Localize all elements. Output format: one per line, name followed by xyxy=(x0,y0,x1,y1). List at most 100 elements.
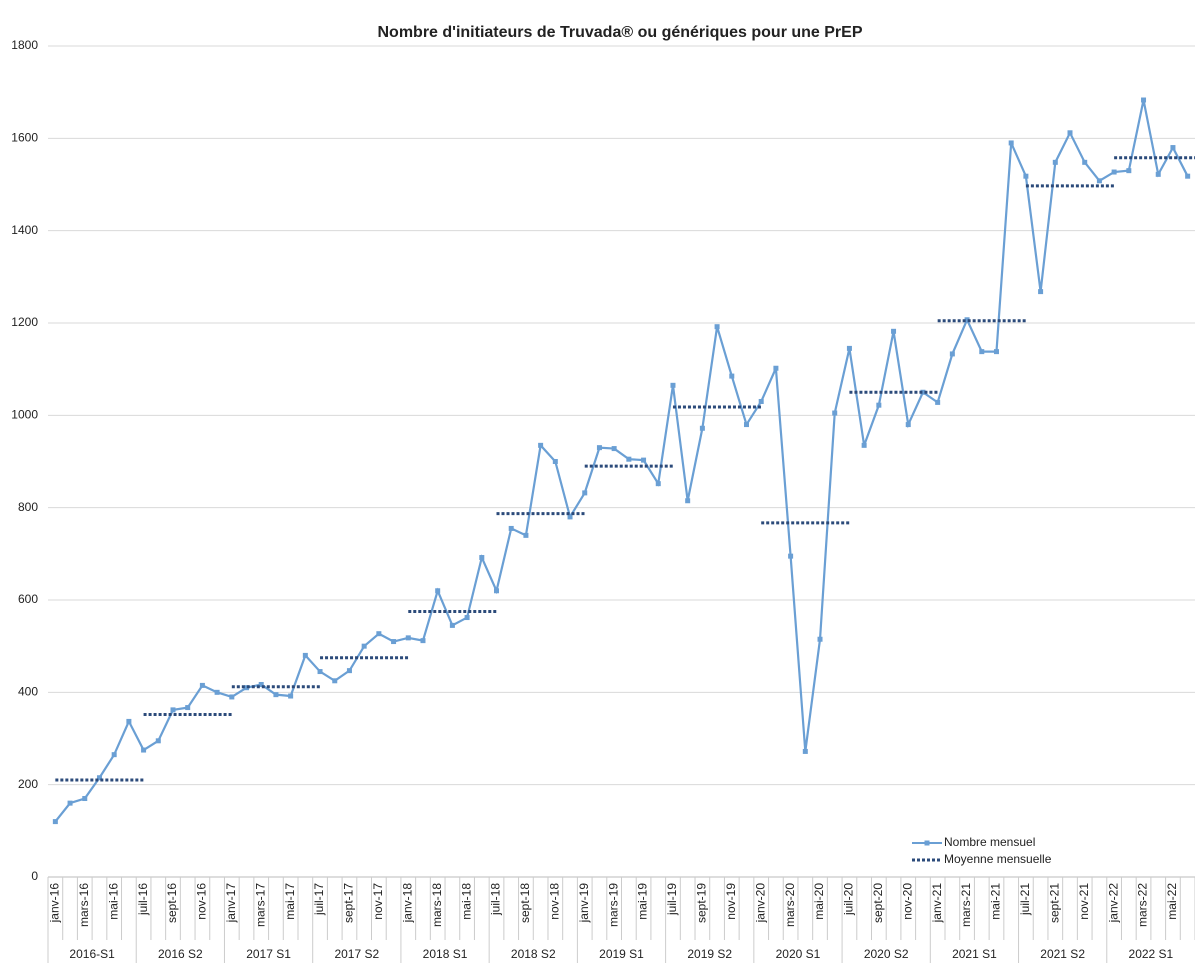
point xyxy=(405,635,411,641)
point xyxy=(626,456,632,462)
x-tick-label: sept-16 xyxy=(165,883,179,923)
point xyxy=(1155,171,1161,177)
point xyxy=(1185,173,1191,179)
point xyxy=(567,514,573,520)
x-tick-label: mars-20 xyxy=(783,883,797,927)
point xyxy=(199,682,205,688)
point xyxy=(1038,289,1044,295)
point xyxy=(964,317,970,323)
point xyxy=(376,631,382,637)
x-tick-label: sept-17 xyxy=(342,883,356,923)
x-tick-label: mai-17 xyxy=(283,883,297,920)
point xyxy=(949,351,955,357)
x-tick-label: janv-20 xyxy=(753,883,767,924)
group-label: 2022 S1 xyxy=(1129,947,1174,961)
y-tick-label: 1200 xyxy=(11,315,38,329)
point xyxy=(302,652,308,658)
x-tick-label: nov-20 xyxy=(900,883,914,920)
point xyxy=(1008,140,1014,146)
point xyxy=(1067,130,1073,136)
group-label: 2020 S2 xyxy=(864,947,909,961)
point xyxy=(876,402,882,408)
point xyxy=(846,345,852,351)
group-label: 2020 S1 xyxy=(776,947,821,961)
group-label: 2021 S1 xyxy=(952,947,997,961)
group-label: 2016 S2 xyxy=(158,947,203,961)
point xyxy=(729,373,735,379)
point xyxy=(508,525,514,531)
legend-label: Nombre mensuel xyxy=(944,835,1035,849)
x-tick-label: nov-18 xyxy=(547,883,561,920)
point xyxy=(494,588,500,594)
x-tick-label: mars-21 xyxy=(959,883,973,927)
x-tick-label: juil-18 xyxy=(489,883,503,916)
point xyxy=(655,481,661,487)
x-tick-label: mai-19 xyxy=(636,883,650,920)
point xyxy=(67,800,73,806)
point xyxy=(317,669,323,675)
x-tick-label: nov-19 xyxy=(724,883,738,920)
x-tick-label: janv-16 xyxy=(48,883,62,924)
point xyxy=(258,681,264,687)
x-tick-label: juil-17 xyxy=(312,883,326,916)
point xyxy=(420,638,426,644)
x-tick-label: juil-16 xyxy=(136,883,150,916)
point xyxy=(743,422,749,428)
x-tick-label: mars-18 xyxy=(430,883,444,927)
point xyxy=(1111,169,1117,175)
group-label: 2018 S1 xyxy=(423,947,468,961)
group-label: 2016-S1 xyxy=(69,947,115,961)
y-tick-label: 1600 xyxy=(11,131,38,145)
chart-title: Nombre d'initiateurs de Truvada® ou géné… xyxy=(377,24,862,41)
x-tick-label: sept-21 xyxy=(1047,883,1061,923)
x-tick-label: nov-17 xyxy=(371,883,385,920)
group-label: 2019 S1 xyxy=(599,947,644,961)
point xyxy=(229,694,235,700)
point xyxy=(1082,159,1088,165)
x-tick-label: mars-16 xyxy=(77,883,91,927)
point xyxy=(288,693,294,699)
x-tick-label: sept-20 xyxy=(871,883,885,923)
y-tick-label: 400 xyxy=(18,685,38,699)
y-tick-label: 200 xyxy=(18,777,38,791)
group-label: 2018 S2 xyxy=(511,947,556,961)
x-tick-label: mars-19 xyxy=(606,883,620,927)
point xyxy=(1126,168,1132,174)
group-label: 2019 S2 xyxy=(687,947,732,961)
point xyxy=(832,410,838,416)
x-tick-label: juil-20 xyxy=(842,883,856,916)
x-tick-label: janv-17 xyxy=(224,883,238,924)
x-tick-label: janv-21 xyxy=(930,883,944,924)
point xyxy=(464,615,470,621)
point xyxy=(670,382,676,388)
point xyxy=(891,328,897,334)
point xyxy=(582,490,588,496)
x-tick-label: mars-17 xyxy=(253,883,267,927)
x-tick-label: mai-18 xyxy=(459,883,473,920)
point xyxy=(170,707,176,713)
point xyxy=(1141,97,1147,103)
point xyxy=(714,324,720,330)
point xyxy=(185,705,191,711)
point xyxy=(244,685,250,691)
x-tick-label: juil-21 xyxy=(1018,883,1032,916)
point xyxy=(435,588,441,594)
point xyxy=(155,738,161,744)
point xyxy=(596,445,602,451)
x-tick-label: nov-21 xyxy=(1077,883,1091,920)
group-label: 2021 S2 xyxy=(1040,947,1085,961)
y-tick-label: 1400 xyxy=(11,223,38,237)
point xyxy=(96,775,102,781)
point xyxy=(346,668,352,674)
point xyxy=(758,398,764,404)
x-tick-label: mai-16 xyxy=(106,883,120,920)
x-tick-label: janv-18 xyxy=(400,883,414,924)
point xyxy=(993,349,999,355)
x-tick-label: mai-21 xyxy=(989,883,1003,920)
point xyxy=(685,498,691,504)
point xyxy=(479,555,485,561)
x-tick-label: juil-19 xyxy=(665,883,679,916)
point xyxy=(861,442,867,448)
y-tick-label: 1000 xyxy=(11,408,38,422)
legend-label: Moyenne mensuelle xyxy=(944,852,1052,866)
